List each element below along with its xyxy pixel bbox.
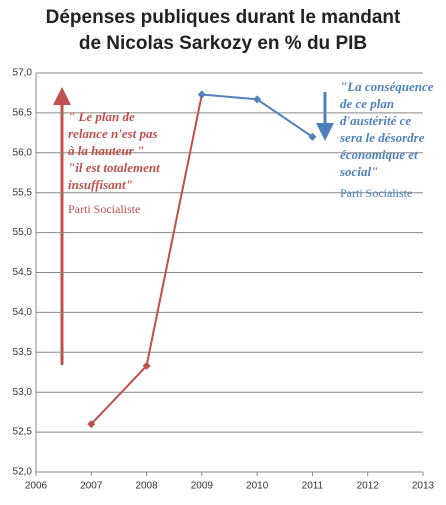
point bbox=[253, 95, 262, 104]
annotation: économique et bbox=[340, 147, 418, 162]
annotation-source: Parti Socialiste bbox=[340, 186, 412, 200]
annotation: d'austérité ce bbox=[340, 113, 411, 128]
x-tick-label: 2013 bbox=[412, 481, 435, 492]
y-tick-label: 52,5 bbox=[13, 427, 33, 438]
y-tick-label: 52,0 bbox=[13, 467, 33, 478]
y-tick-label: 55,0 bbox=[13, 227, 33, 238]
annotation: sera le désordre bbox=[339, 130, 425, 145]
annotation: à la hauteur " bbox=[68, 143, 144, 158]
x-tick-label: 2012 bbox=[357, 481, 380, 492]
y-tick-label: 54,5 bbox=[13, 267, 33, 278]
y-tick-label: 56,0 bbox=[13, 147, 33, 158]
x-tick-label: 2010 bbox=[246, 481, 269, 492]
chart-title: de Nicolas Sarkozy en % du PIB bbox=[79, 33, 367, 54]
x-tick-label: 2009 bbox=[191, 481, 214, 492]
annotation: de ce plan bbox=[340, 96, 394, 111]
point bbox=[87, 420, 96, 429]
y-tick-label: 56,5 bbox=[13, 108, 33, 119]
point bbox=[142, 361, 151, 370]
x-tick-label: 2011 bbox=[302, 481, 324, 492]
y-tick-label: 54,0 bbox=[13, 307, 33, 318]
annotation: insuffisant" bbox=[68, 177, 133, 192]
annotation: "il est totalement bbox=[68, 160, 160, 175]
annotation: social" bbox=[339, 164, 378, 179]
x-tick-label: 2007 bbox=[80, 481, 103, 492]
point bbox=[308, 132, 317, 141]
annotation-source: Parti Socialiste bbox=[68, 202, 140, 216]
chart-title: Dépenses publiques durant le mandant bbox=[46, 7, 401, 28]
y-tick-label: 53,5 bbox=[13, 347, 33, 358]
x-tick-label: 2008 bbox=[135, 481, 158, 492]
x-tick-label: 2006 bbox=[25, 481, 48, 492]
annotation: "La conséquence bbox=[340, 79, 434, 94]
annotation: " Le plan de bbox=[68, 109, 135, 124]
point bbox=[197, 90, 206, 99]
annotation: relance n'est pas bbox=[68, 126, 158, 141]
y-tick-label: 55,5 bbox=[13, 187, 33, 198]
y-tick-label: 57,0 bbox=[13, 68, 33, 79]
y-tick-label: 53,0 bbox=[13, 387, 33, 398]
